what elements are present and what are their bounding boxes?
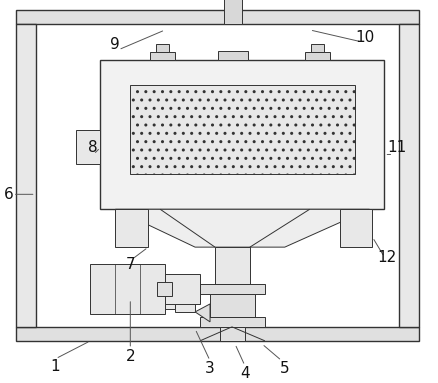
Bar (305, 52, 330, 60)
Bar (224, 0, 242, 24)
Text: 10: 10 (355, 30, 374, 45)
Text: 2: 2 (126, 349, 135, 364)
Bar (165, 274, 200, 304)
Bar (200, 284, 265, 294)
Text: 6: 6 (4, 187, 14, 202)
Bar (100, 60, 385, 209)
Bar (175, 297, 195, 312)
Polygon shape (115, 209, 370, 247)
Text: 8: 8 (88, 140, 97, 155)
Text: 9: 9 (110, 38, 120, 52)
Text: 3: 3 (205, 361, 215, 376)
Text: 1: 1 (51, 359, 60, 374)
Bar (215, 247, 250, 284)
Bar (16, 10, 419, 24)
Bar (75, 129, 100, 164)
Bar (16, 24, 35, 327)
Bar (399, 24, 419, 327)
Text: 5: 5 (280, 361, 290, 376)
Bar (200, 317, 265, 327)
Text: 12: 12 (378, 250, 397, 265)
Bar (220, 327, 245, 341)
Bar (16, 327, 419, 341)
Bar (218, 51, 248, 60)
Text: 7: 7 (126, 257, 135, 272)
Bar (156, 44, 169, 52)
Bar (131, 85, 354, 174)
Text: 11: 11 (388, 140, 407, 155)
Bar (157, 282, 172, 296)
Text: 4: 4 (240, 366, 250, 381)
Bar (339, 209, 372, 247)
Bar (165, 301, 175, 309)
Polygon shape (195, 304, 210, 322)
Bar (311, 44, 324, 52)
Bar (115, 209, 148, 247)
Bar (150, 52, 175, 60)
Bar (210, 294, 255, 317)
Bar (91, 264, 165, 314)
